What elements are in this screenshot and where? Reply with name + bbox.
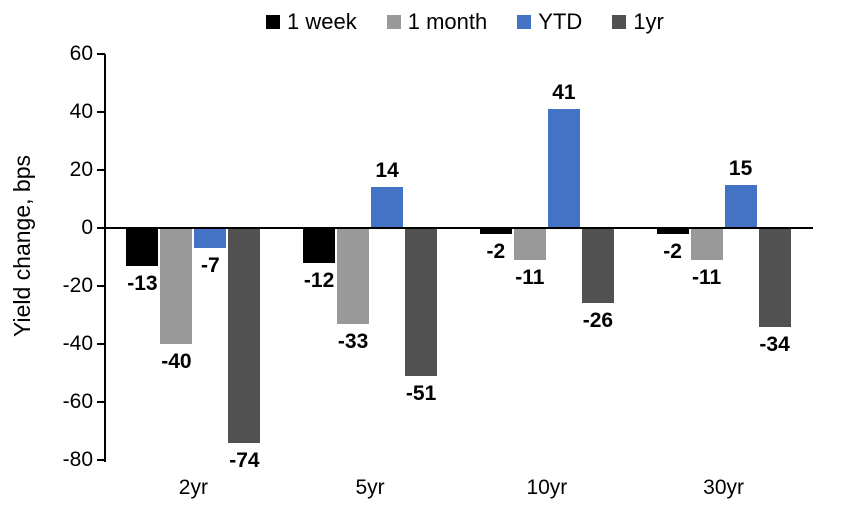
y-tick-label: -80 [62,448,93,471]
bar-1-week-30yr [656,228,689,234]
data-label-1yr-30yr: -34 [759,332,790,356]
data-label-1-week-2yr: -13 [127,271,158,295]
data-label-1-month-30yr: -11 [691,265,722,289]
data-label-1yr-5yr: -51 [405,381,437,405]
data-label-ytd-2yr: -7 [201,254,220,278]
legend-item-ytd: YTD [517,8,582,36]
y-tick-mark [97,53,105,55]
legend-item-1-week: 1 week [266,8,357,36]
y-tick-label: -20 [62,274,93,297]
bar-ytd-2yr [194,228,227,249]
chart-legend: 1 week 1 month YTD 1yr [266,8,664,36]
data-label-ytd-5yr: 14 [375,159,399,183]
legend-marker-ytd [517,15,532,29]
legend-label-1yr: 1yr [633,9,664,34]
bar-1-month-10yr [513,228,546,260]
bar-1-month-5yr [337,228,370,324]
y-tick-mark [97,285,105,287]
y-axis-title: Yield change, bps [9,155,35,338]
bar-1yr-30yr [758,228,791,327]
bar-ytd-5yr [371,187,404,228]
y-tick-label: 0 [81,216,93,239]
y-tick-mark [97,169,105,171]
bar-ytd-30yr [724,184,757,228]
y-tick-label: 40 [69,100,93,123]
data-label-ytd-30yr: 15 [728,156,753,180]
data-label-1-week-10yr: -2 [486,239,506,263]
bar-1-month-2yr [160,228,193,344]
data-label-1-month-5yr: -33 [337,329,369,353]
legend-item-1yr: 1yr [612,8,664,36]
y-tick-mark [97,227,105,229]
y-tick-mark [97,111,105,113]
bar-1yr-10yr [581,228,614,304]
legend-label-1-month: 1 month [407,9,488,34]
legend-marker-1yr [612,15,627,29]
data-label-ytd-10yr: 41 [552,81,576,105]
data-label-1-week-30yr: -2 [663,239,682,263]
bar-ytd-10yr [547,109,580,228]
legend-marker-1-month [386,15,401,29]
x-category-label-5yr: 5yr [355,476,385,499]
data-label-1-month-10yr: -11 [515,265,545,289]
bar-1-week-2yr [126,228,159,266]
bar-1-week-5yr [303,228,336,263]
y-tick-mark [97,459,105,461]
bar-1-week-10yr [479,228,512,234]
y-axis-line [104,54,106,462]
legend-label-ytd: YTD [538,9,583,34]
bar-1yr-5yr [405,228,438,376]
x-category-label-30yr: 30yr [703,476,745,499]
data-label-1-month-2yr: -40 [161,350,192,373]
data-label-1-week-5yr: -12 [303,268,335,292]
zero-baseline [104,227,813,229]
y-tick-label: 20 [69,158,93,181]
y-tick-mark [97,343,105,345]
y-tick-mark [97,401,105,403]
legend-marker-1-week [266,15,280,29]
y-tick-label: -40 [62,332,93,355]
bar-1yr-2yr [228,228,261,443]
data-label-1yr-10yr: -26 [582,309,614,333]
x-category-label-10yr: 10yr [526,476,568,499]
x-category-label-2yr: 2yr [178,476,208,499]
legend-item-1-month: 1 month [386,8,488,36]
y-tick-label: 60 [69,42,93,65]
y-tick-label: -60 [62,390,93,413]
legend-label-1-week: 1 week [287,9,357,34]
data-label-1yr-2yr: -74 [229,448,260,472]
bar-1-month-30yr [690,228,723,260]
